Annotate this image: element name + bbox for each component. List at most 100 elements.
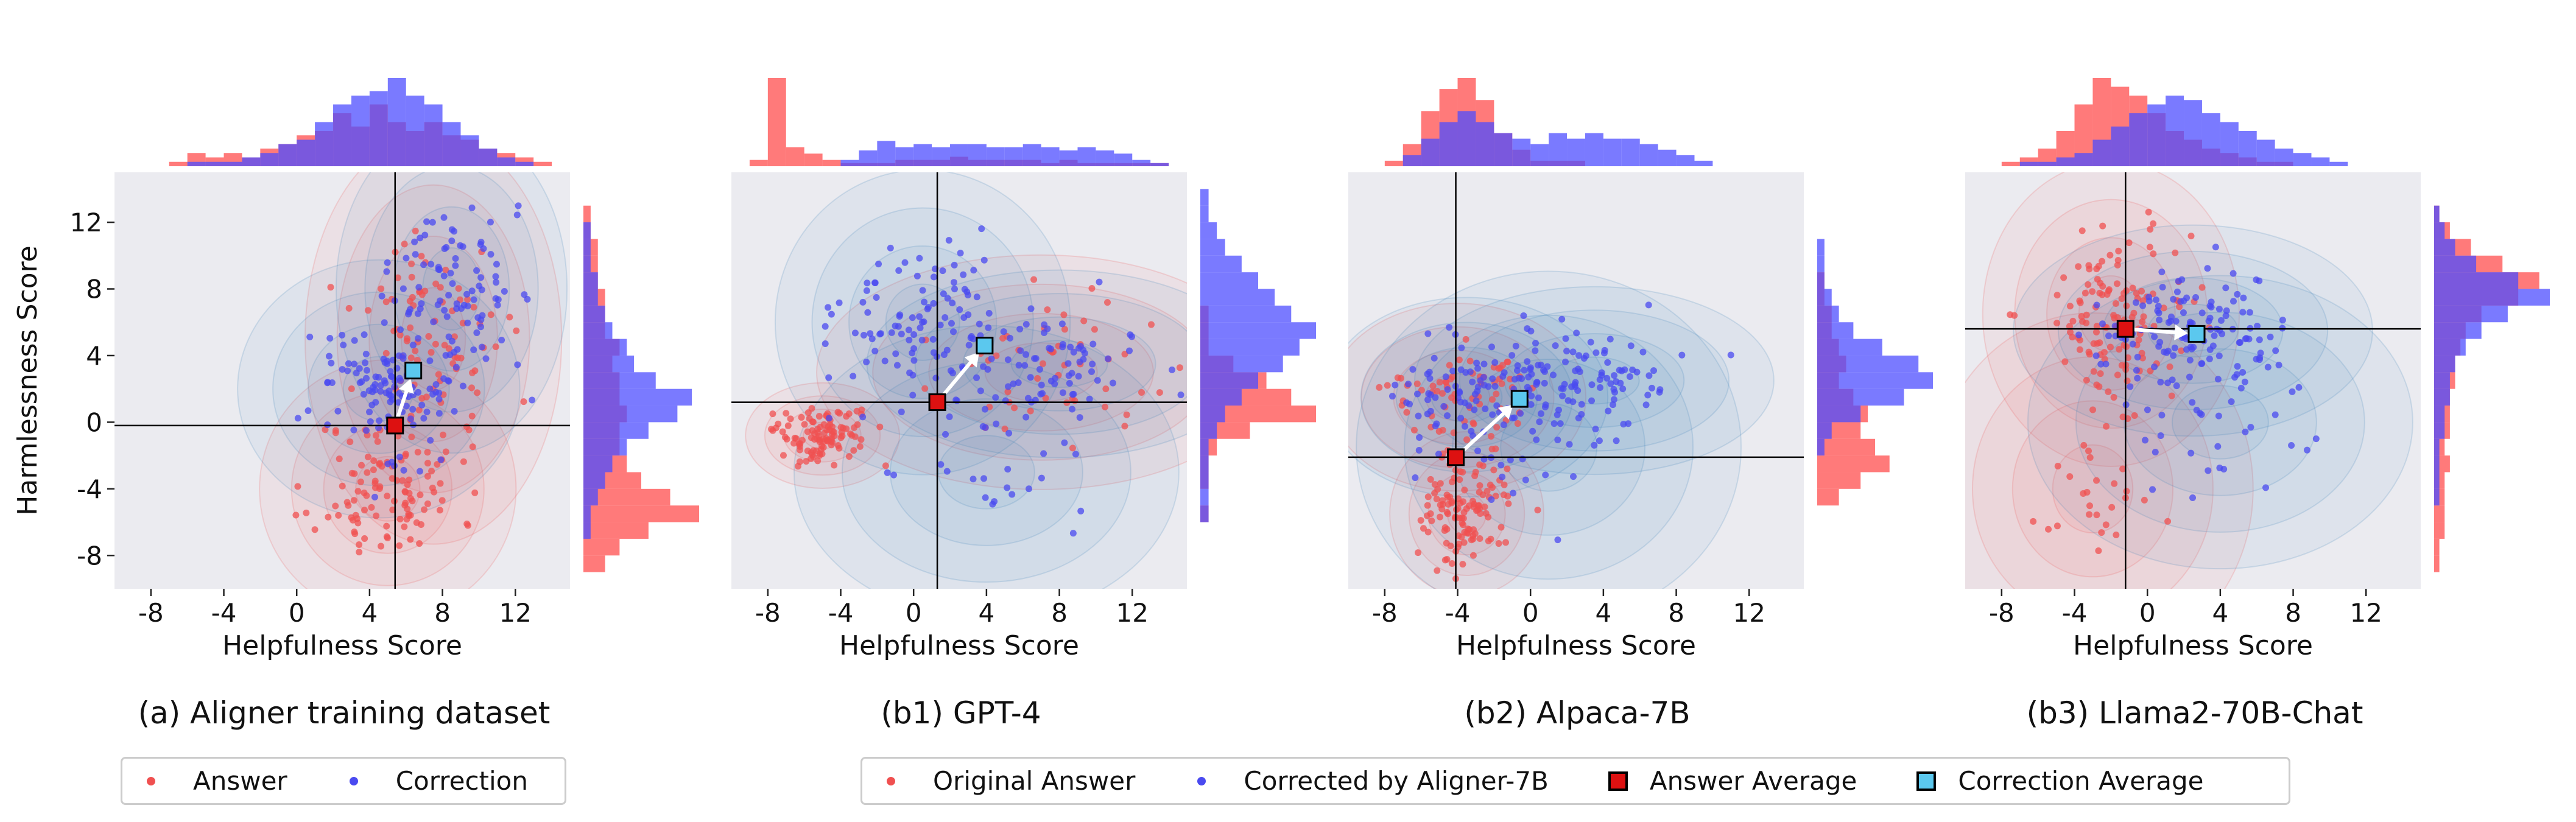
- correction-point: [1026, 485, 1033, 493]
- correction-point: [445, 292, 452, 299]
- answer-point: [1410, 426, 1418, 434]
- correction-point: [2247, 424, 2254, 431]
- correction-average-marker: [404, 362, 423, 380]
- correction-point: [1542, 471, 1549, 479]
- correction-point: [970, 476, 977, 483]
- correction-average-marker: [976, 337, 994, 355]
- answer-point: [1443, 508, 1451, 516]
- top-histogram-bar: [1384, 160, 1403, 166]
- correction-point: [1603, 374, 1611, 382]
- side-histogram-bar: [1817, 289, 1832, 306]
- top-histogram-bar: [387, 78, 406, 166]
- correction-point: [339, 366, 346, 373]
- answer-point: [424, 449, 431, 456]
- side-histogram-bar: [583, 522, 591, 539]
- answer-point: [471, 367, 479, 374]
- answer-point: [1424, 502, 1431, 509]
- correction-point: [1513, 367, 1521, 374]
- answer-point: [1456, 476, 1463, 483]
- top-histogram-bar: [913, 144, 932, 166]
- answer-point: [417, 491, 424, 499]
- correction-point: [1067, 343, 1074, 351]
- x-tick-label: 0: [906, 598, 922, 628]
- answer-point: [815, 413, 823, 420]
- shift-arrow-head: [399, 378, 414, 394]
- answer-point: [1060, 311, 1068, 318]
- correction-point: [2279, 317, 2286, 324]
- correction-point: [1005, 430, 1013, 437]
- correction-point: [435, 410, 443, 417]
- correction-point: [1388, 393, 1396, 400]
- answer-point: [1442, 378, 1449, 385]
- top-histogram-bar: [1150, 163, 1169, 166]
- correction-point: [1474, 365, 1482, 372]
- correction-point: [884, 469, 891, 476]
- correction-point: [399, 355, 407, 362]
- correction-point: [1409, 366, 1416, 373]
- answer-point: [2092, 328, 2100, 335]
- correction-point: [1570, 473, 1577, 480]
- top-histogram-bar: [479, 149, 498, 166]
- answer-point: [1505, 500, 1512, 507]
- answer-point: [2089, 288, 2096, 295]
- answer-point: [814, 457, 822, 465]
- correction-point: [895, 267, 903, 274]
- plot-content: [731, 172, 1187, 589]
- correction-point: [447, 270, 454, 277]
- correction-point: [864, 279, 871, 287]
- answer-point: [1462, 335, 1469, 343]
- correction-point: [2171, 344, 2178, 351]
- correction-point: [1051, 380, 1058, 387]
- correction-point: [1645, 372, 1653, 379]
- answer-point: [429, 484, 436, 491]
- answer-point: [2116, 346, 2123, 353]
- correction-point: [2223, 307, 2230, 314]
- correction-point: [2229, 270, 2237, 277]
- correction-point: [449, 280, 456, 287]
- correction-point: [950, 328, 957, 335]
- correction-point: [1069, 406, 1076, 413]
- correction-point: [1610, 385, 1617, 393]
- correction-point: [1616, 367, 1623, 374]
- correction-point: [1491, 382, 1499, 390]
- correction-point: [415, 335, 422, 342]
- correction-point: [2237, 384, 2245, 392]
- answer-point: [808, 405, 815, 412]
- answer-point: [1469, 419, 1477, 426]
- answer-point: [401, 523, 408, 530]
- correction-point: [1022, 413, 1030, 421]
- answer-point: [407, 354, 415, 362]
- side-histogram-bar: [583, 555, 605, 572]
- correction-point: [2187, 449, 2195, 457]
- correction-point: [1527, 328, 1535, 335]
- correction-point: [1022, 351, 1030, 358]
- correction-point: [1415, 447, 1423, 454]
- correction-point: [428, 261, 435, 268]
- side-histogram-bar: [1200, 388, 1242, 406]
- correction-point: [361, 359, 368, 367]
- answer-point: [2083, 319, 2090, 326]
- answer-point: [1476, 505, 1483, 512]
- top-histogram-bar: [2056, 157, 2075, 166]
- correction-point: [950, 279, 957, 286]
- answer-point: [809, 418, 816, 426]
- answer-point: [1459, 515, 1466, 522]
- answer-point: [2198, 284, 2206, 291]
- correction-point: [414, 310, 421, 317]
- correction-point: [429, 391, 437, 398]
- correction-point: [956, 306, 963, 314]
- correction-point: [2132, 299, 2139, 306]
- answer-point: [993, 352, 1000, 359]
- shift-arrow-head: [964, 352, 979, 368]
- correction-point: [1426, 368, 1433, 376]
- answer-point: [2150, 250, 2157, 258]
- correction-point: [863, 287, 870, 294]
- correction-point: [918, 337, 926, 344]
- side-histogram-bar: [583, 339, 627, 356]
- correction-point: [2158, 412, 2166, 419]
- answer-point: [1493, 424, 1501, 431]
- correction-point: [395, 399, 402, 406]
- correction-point: [1480, 374, 1487, 381]
- answer-point: [1439, 390, 1446, 397]
- answer-point: [396, 542, 403, 549]
